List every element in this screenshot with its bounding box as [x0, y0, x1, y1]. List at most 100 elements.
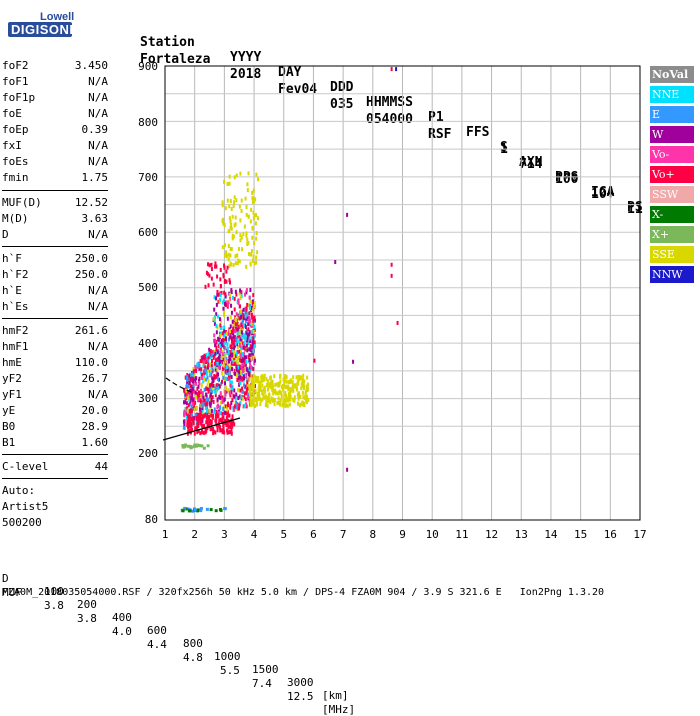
echo-point — [231, 385, 234, 390]
echo-point — [298, 376, 301, 381]
echo-point — [245, 306, 248, 311]
echo-point — [233, 200, 236, 205]
echo-point — [305, 384, 308, 389]
echo-point — [220, 339, 223, 344]
header-value-hhmmss: 054000 — [366, 112, 413, 127]
echo-point — [255, 396, 258, 401]
echo-point — [234, 322, 237, 327]
echo-point — [186, 393, 189, 398]
echo-point — [208, 362, 211, 367]
param-value: 250.0 — [74, 268, 108, 281]
footer-muf-value: 7.4 — [252, 677, 272, 690]
echo-point — [241, 327, 244, 332]
echo-point — [240, 314, 243, 319]
legend-item-x: X- — [650, 206, 694, 223]
echo-point — [231, 214, 234, 219]
echo-point — [297, 396, 300, 401]
echo-point — [212, 349, 215, 354]
echo-point — [239, 394, 242, 399]
echo-point — [238, 259, 241, 264]
echo-point — [190, 384, 193, 389]
echo-point — [276, 382, 279, 387]
x-tick-label: 8 — [369, 528, 377, 541]
echo-point — [209, 427, 212, 432]
header-label-ps: PS — [627, 200, 643, 215]
echo-point — [236, 377, 239, 382]
echo-point — [214, 430, 217, 435]
echo-point — [253, 301, 256, 306]
echo-point — [214, 390, 217, 395]
footer-muf-value: 5.5 — [220, 664, 240, 677]
echo-point — [252, 216, 255, 221]
echo-point — [258, 396, 261, 401]
echo-point — [216, 274, 219, 279]
echo-point — [191, 376, 194, 381]
echo-point — [244, 196, 247, 201]
echo-point — [224, 392, 227, 397]
legend-item-vo: Vo+ — [650, 166, 694, 183]
echo-point — [258, 393, 261, 398]
echo-point — [238, 331, 241, 336]
echo-point — [188, 429, 191, 434]
echo-point — [241, 362, 244, 367]
echo-point — [205, 270, 208, 275]
echo-point — [201, 415, 204, 420]
echo-point — [233, 404, 236, 409]
echo-point — [289, 387, 292, 392]
echo-point — [254, 397, 257, 402]
echo-point — [247, 392, 250, 397]
echo-point — [278, 383, 281, 388]
echo-point — [190, 425, 193, 430]
echo-point — [307, 386, 310, 391]
echo-point — [252, 374, 255, 379]
profile-overlay — [162, 377, 241, 441]
param-value: 20.0 — [81, 404, 109, 417]
echo-point — [224, 389, 227, 394]
param-name: hmF1 — [2, 340, 29, 353]
echo-point — [250, 321, 253, 326]
echo-point — [185, 375, 188, 380]
echo-point — [195, 381, 198, 386]
echo-point — [238, 364, 241, 369]
y-tick-label: 500 — [138, 281, 158, 294]
logo-background — [8, 22, 72, 37]
param-name: D — [2, 228, 9, 241]
echo-point — [219, 400, 222, 405]
echo-point — [194, 390, 197, 395]
param-name: B0 — [2, 420, 16, 433]
echo-point — [183, 445, 187, 449]
param-row-yf2: yF2 26.7 — [2, 372, 108, 387]
legend-item-w: W — [650, 126, 694, 143]
echo-point — [233, 195, 236, 200]
echo-point — [219, 333, 222, 338]
echo-point — [263, 373, 266, 378]
echo-point — [220, 379, 223, 384]
echo-point — [233, 223, 236, 228]
echo-point — [219, 348, 222, 353]
echo-point — [242, 232, 245, 237]
echo-point — [217, 377, 220, 382]
echo-point — [210, 372, 213, 377]
header-value-iga: 10+ — [591, 187, 615, 202]
echo-point — [222, 274, 225, 279]
echo-point — [234, 289, 237, 294]
echo-point — [207, 389, 210, 394]
param-name: M(D) — [2, 212, 29, 225]
echo-point — [208, 401, 211, 406]
x-tick-label: 9 — [399, 528, 406, 541]
x-tick-label: 17 — [633, 528, 647, 541]
echo-point — [222, 423, 225, 428]
echo-point — [190, 378, 193, 383]
echo-point — [239, 380, 242, 385]
echo-point — [278, 400, 281, 405]
logo-digisonde-text: DIGISONDE — [11, 22, 89, 37]
echo-point — [190, 413, 193, 418]
echo-point — [226, 303, 229, 308]
echo-point — [226, 430, 229, 435]
echo-point — [184, 400, 187, 405]
echo-point — [229, 280, 232, 285]
echo-point — [250, 329, 253, 334]
echo-point — [285, 394, 288, 399]
echo-point — [229, 219, 232, 224]
echo-point — [221, 331, 224, 336]
